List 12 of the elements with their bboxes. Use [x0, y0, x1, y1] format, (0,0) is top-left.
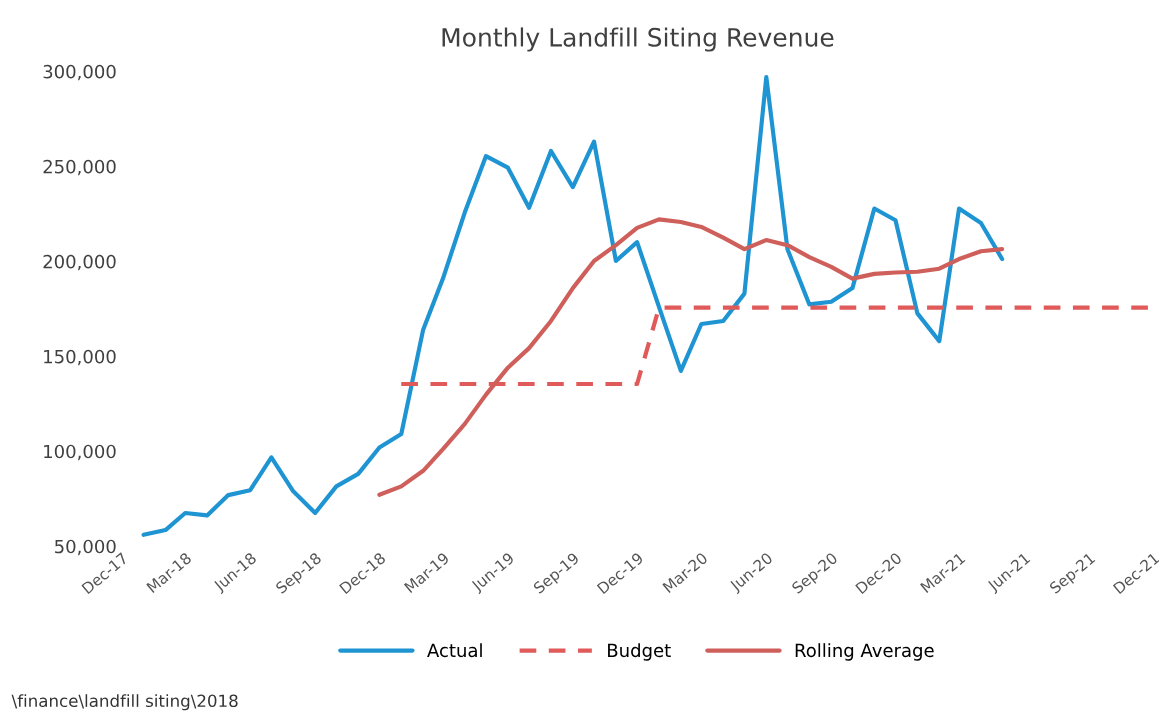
line-series — [141, 75, 1005, 537]
line-series — [377, 217, 1005, 497]
y-tick-label: 100,000 — [44, 444, 116, 461]
legend-label: Rolling Average — [795, 643, 934, 661]
legend-label: Budget — [608, 643, 671, 661]
y-tick-label: 300,000 — [43, 64, 116, 81]
chart-title: Monthly Landfill Siting Revenue — [442, 27, 834, 52]
y-tick-label: 150,000 — [44, 349, 116, 366]
legend-label: Actual — [427, 643, 482, 658]
y-tick-label: 250,000 — [43, 159, 116, 176]
text: \finance\landfill siting\2018 — [11, 694, 238, 711]
y-tick-label: 200,000 — [43, 254, 116, 271]
